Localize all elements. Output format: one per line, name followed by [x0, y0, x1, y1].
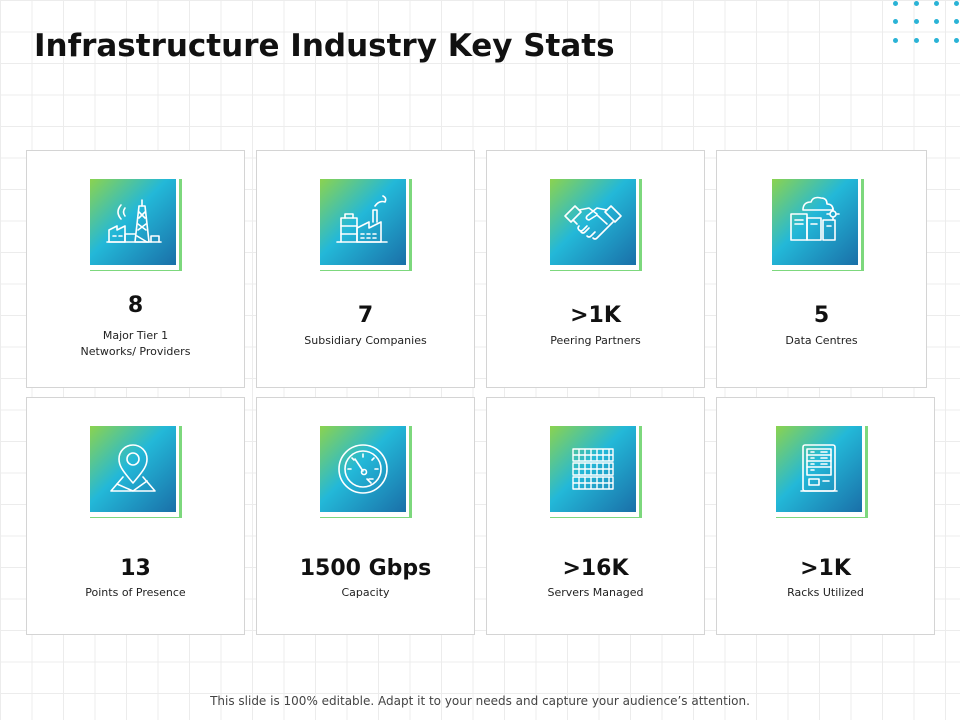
footer-note: This slide is 100% editable. Adapt it to… [210, 694, 750, 708]
stat-card-peering-partners: >1K Peering Partners [486, 150, 705, 388]
icon-frame [319, 426, 412, 518]
stat-label: Major Tier 1 [102, 329, 169, 342]
stat-label: Data Centres [785, 334, 858, 347]
stat-value: 1500 Gbps [299, 556, 432, 581]
data-centre-icon [789, 196, 840, 241]
icon-frame [771, 179, 864, 271]
icon-frame [775, 426, 868, 518]
stat-card-points-of-presence: 13 Points of Presence [26, 397, 245, 635]
stat-value: >1K [800, 556, 851, 581]
stat-label: Subsidiary Companies [304, 334, 427, 347]
server-rack-icon [799, 444, 838, 492]
stat-card-subsidiary-companies: 7 Subsidiary Companies [256, 150, 475, 388]
stat-card-capacity: 1500 Gbps Capacity [256, 397, 475, 635]
stat-label: Racks Utilized [787, 586, 864, 599]
factory-icon [335, 195, 388, 243]
handshake-icon [563, 205, 622, 240]
stat-label-line2: Networks/ Providers [80, 345, 191, 358]
decorative-dots [888, 0, 960, 48]
icon-frame [89, 426, 182, 518]
stat-label: Servers Managed [547, 586, 644, 599]
map-pin-icon [109, 444, 156, 492]
page-title: Infrastructure Industry Key Stats [34, 28, 615, 64]
icon-frame [89, 179, 182, 271]
speedometer-icon [337, 444, 388, 494]
stat-card-data-centres: 5 Data Centres [716, 150, 927, 388]
server-grid-icon [571, 448, 614, 490]
stat-card-tier1-networks: 8 Major Tier 1 Networks/ Providers [26, 150, 245, 388]
cell-tower-factory-icon [105, 199, 162, 243]
stat-card-racks-utilized: >1K Racks Utilized [716, 397, 935, 635]
icon-frame [319, 179, 412, 271]
icon-frame [549, 179, 642, 271]
stat-value: 5 [813, 303, 830, 328]
stat-value: 13 [120, 556, 151, 581]
stat-label: Points of Presence [85, 586, 186, 599]
stat-value: 8 [127, 293, 144, 318]
stat-label: Peering Partners [550, 334, 641, 347]
stat-value: 7 [357, 303, 374, 328]
icon-frame [549, 426, 642, 518]
stat-card-servers-managed: >16K Servers Managed [486, 397, 705, 635]
stat-label: Capacity [341, 586, 390, 599]
stat-value: >1K [570, 303, 621, 328]
stat-value: >16K [562, 556, 629, 581]
